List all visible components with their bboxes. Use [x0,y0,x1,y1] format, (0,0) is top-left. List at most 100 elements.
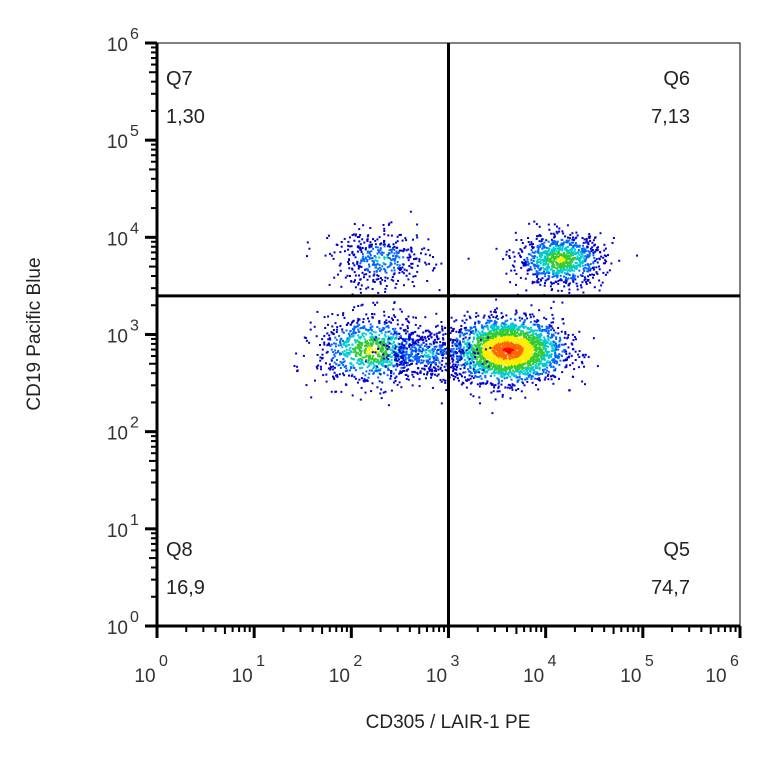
scatter-point [490,338,493,341]
scatter-point [509,335,512,338]
scatter-point [525,359,528,362]
scatter-point [468,333,471,336]
scatter-point [502,329,505,332]
scatter-point [391,349,394,351]
scatter-point [456,340,459,343]
scatter-point [383,339,385,342]
scatter-point [449,339,452,342]
scatter-point [371,333,373,336]
scatter-point [550,321,553,324]
scatter-point [333,342,336,345]
scatter-point [459,367,462,370]
scatter-point [415,356,418,359]
scatter-point [371,335,374,338]
scatter-point [570,266,573,269]
scatter-point [510,339,513,342]
scatter-point [371,348,374,351]
scatter-point [366,350,369,352]
scatter-point [501,360,504,363]
scatter-point [442,341,445,344]
scatter-point [544,279,547,282]
scatter-point [509,354,512,357]
scatter-point [323,341,326,344]
scatter-point [547,351,550,354]
scatter-point [501,356,504,359]
scatter-point [512,339,515,342]
scatter-point [494,398,497,401]
scatter-point [362,379,365,382]
scatter-point [384,343,387,345]
scatter-point [441,327,444,330]
scatter-point [542,346,545,349]
scatter-point [334,390,337,393]
scatter-point [397,337,400,340]
scatter-point [356,344,359,347]
scatter-point [554,272,557,275]
scatter-point [456,359,459,362]
scatter-point [533,349,536,352]
scatter-point [349,362,352,365]
scatter-point [394,368,397,371]
scatter-point [512,369,515,372]
scatter-point [535,370,538,373]
scatter-point [573,277,576,280]
scatter-point [497,386,500,389]
scatter-point [367,330,370,333]
scatter-point [463,327,466,329]
scatter-point [578,253,581,256]
scatter-point [553,272,556,275]
scatter-point [567,277,570,280]
scatter-point [538,326,541,329]
scatter-point [551,270,554,273]
scatter-point [493,359,496,362]
scatter-point [556,232,559,235]
scatter-point [585,281,588,283]
scatter-point [503,364,506,366]
scatter-point [434,362,437,364]
scatter-point [415,349,418,352]
scatter-point [471,359,474,362]
scatter-point [568,356,570,359]
scatter-point [444,379,447,382]
scatter-point [357,352,359,355]
scatter-point [384,270,387,273]
scatter-point [565,239,568,242]
scatter-point [524,356,527,359]
scatter-point [557,332,560,335]
scatter-point [481,356,484,359]
scatter-point [366,366,369,369]
scatter-point [512,347,515,350]
scatter-point [505,323,508,326]
scatter-point [497,339,500,342]
scatter-point [455,337,458,340]
scatter-point [481,337,484,340]
scatter-point [342,339,344,342]
scatter-point [428,330,430,333]
scatter-point [495,298,498,301]
scatter-point [465,318,468,321]
scatter-point [559,259,562,261]
scatter-point [365,343,368,346]
scatter-point [555,245,558,248]
scatter-point [536,319,539,322]
scatter-point [512,373,515,376]
scatter-point [327,367,330,370]
scatter-point [472,361,475,364]
scatter-point [424,316,427,319]
scatter-point [512,329,515,332]
scatter-point [475,347,478,349]
scatter-point [444,342,446,345]
scatter-point [468,345,471,348]
scatter-point [557,272,560,275]
scatter-point [454,375,457,378]
scatter-point [520,378,523,381]
scatter-point [527,264,530,267]
scatter-point [465,332,468,335]
scatter-point [541,254,544,257]
scatter-point [480,326,483,329]
scatter-point [328,334,331,337]
scatter-point [469,328,472,331]
scatter-point [482,328,485,330]
scatter-point [557,345,559,348]
scatter-point [329,368,332,371]
